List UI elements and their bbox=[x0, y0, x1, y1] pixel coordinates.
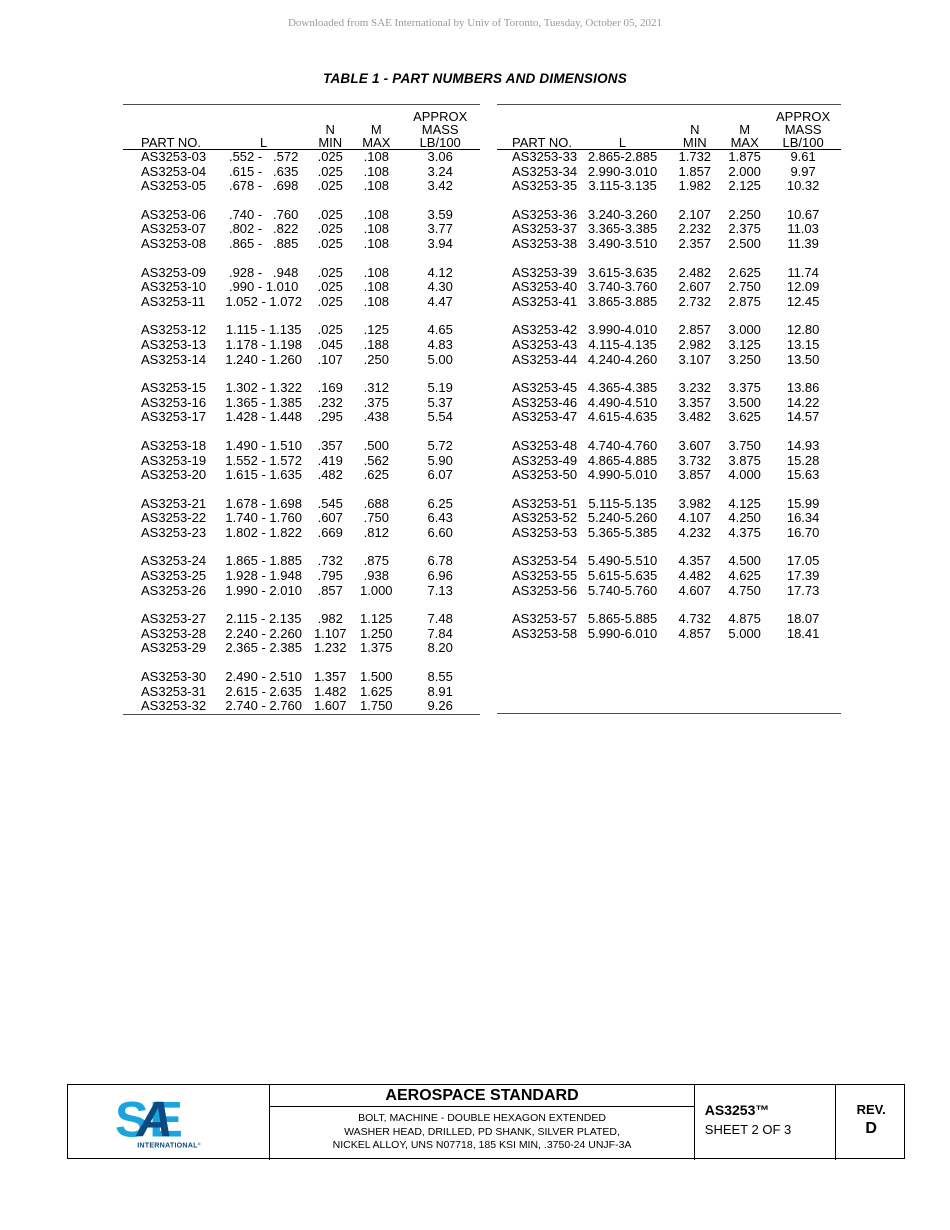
svg-text:A: A bbox=[134, 1094, 172, 1148]
svg-text:INTERNATIONAL®: INTERNATIONAL® bbox=[137, 1140, 201, 1149]
